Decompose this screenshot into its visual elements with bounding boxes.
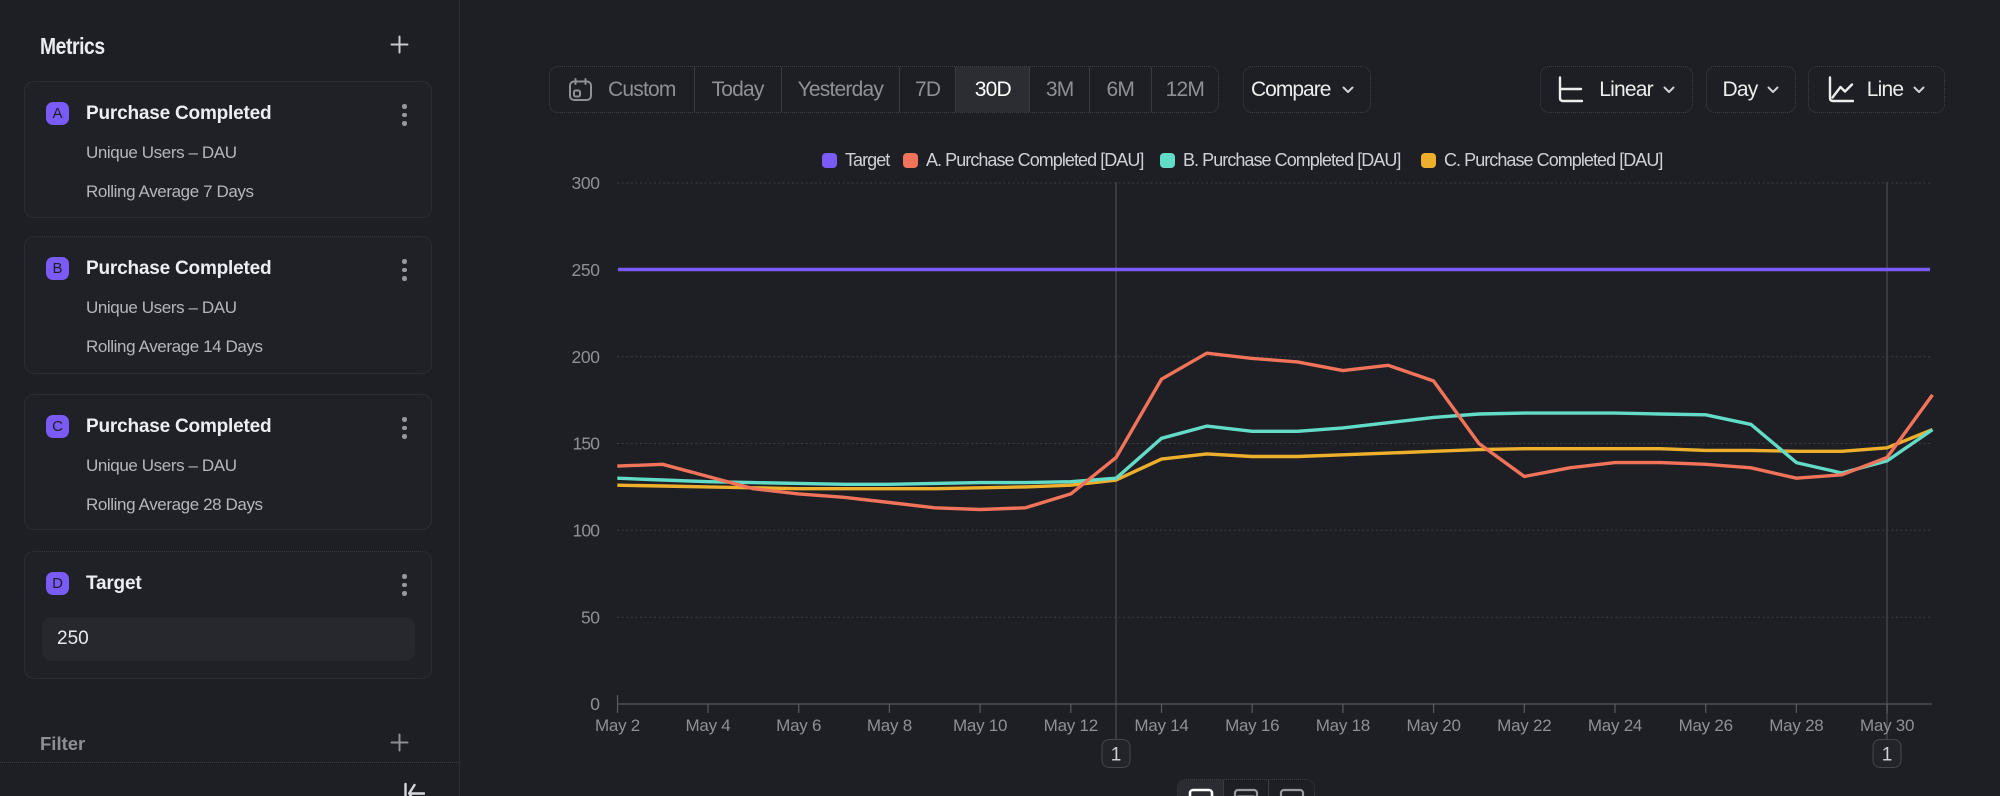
svg-text:300: 300 <box>572 173 601 193</box>
svg-text:May 14: May 14 <box>1134 716 1188 735</box>
svg-text:150: 150 <box>573 434 601 454</box>
svg-text:May 24: May 24 <box>1588 716 1642 735</box>
svg-text:1: 1 <box>1111 744 1122 765</box>
svg-text:May 22: May 22 <box>1497 716 1551 735</box>
svg-text:May 2: May 2 <box>595 716 640 735</box>
svg-text:May 8: May 8 <box>867 716 912 735</box>
svg-text:May 12: May 12 <box>1044 716 1098 735</box>
svg-text:May 20: May 20 <box>1406 716 1460 735</box>
svg-text:May 10: May 10 <box>953 716 1007 735</box>
svg-text:May 18: May 18 <box>1316 716 1370 735</box>
svg-text:0: 0 <box>590 694 600 714</box>
svg-text:200: 200 <box>572 347 601 367</box>
svg-text:May 4: May 4 <box>685 716 730 735</box>
svg-text:1: 1 <box>1882 744 1893 765</box>
svg-text:May 26: May 26 <box>1679 716 1733 735</box>
svg-text:50: 50 <box>581 607 600 627</box>
svg-text:100: 100 <box>573 521 601 541</box>
svg-text:May 16: May 16 <box>1225 716 1279 735</box>
svg-text:May 30: May 30 <box>1860 716 1914 735</box>
svg-text:250: 250 <box>572 260 601 280</box>
svg-text:May 28: May 28 <box>1769 716 1823 735</box>
svg-text:May 6: May 6 <box>776 716 821 735</box>
